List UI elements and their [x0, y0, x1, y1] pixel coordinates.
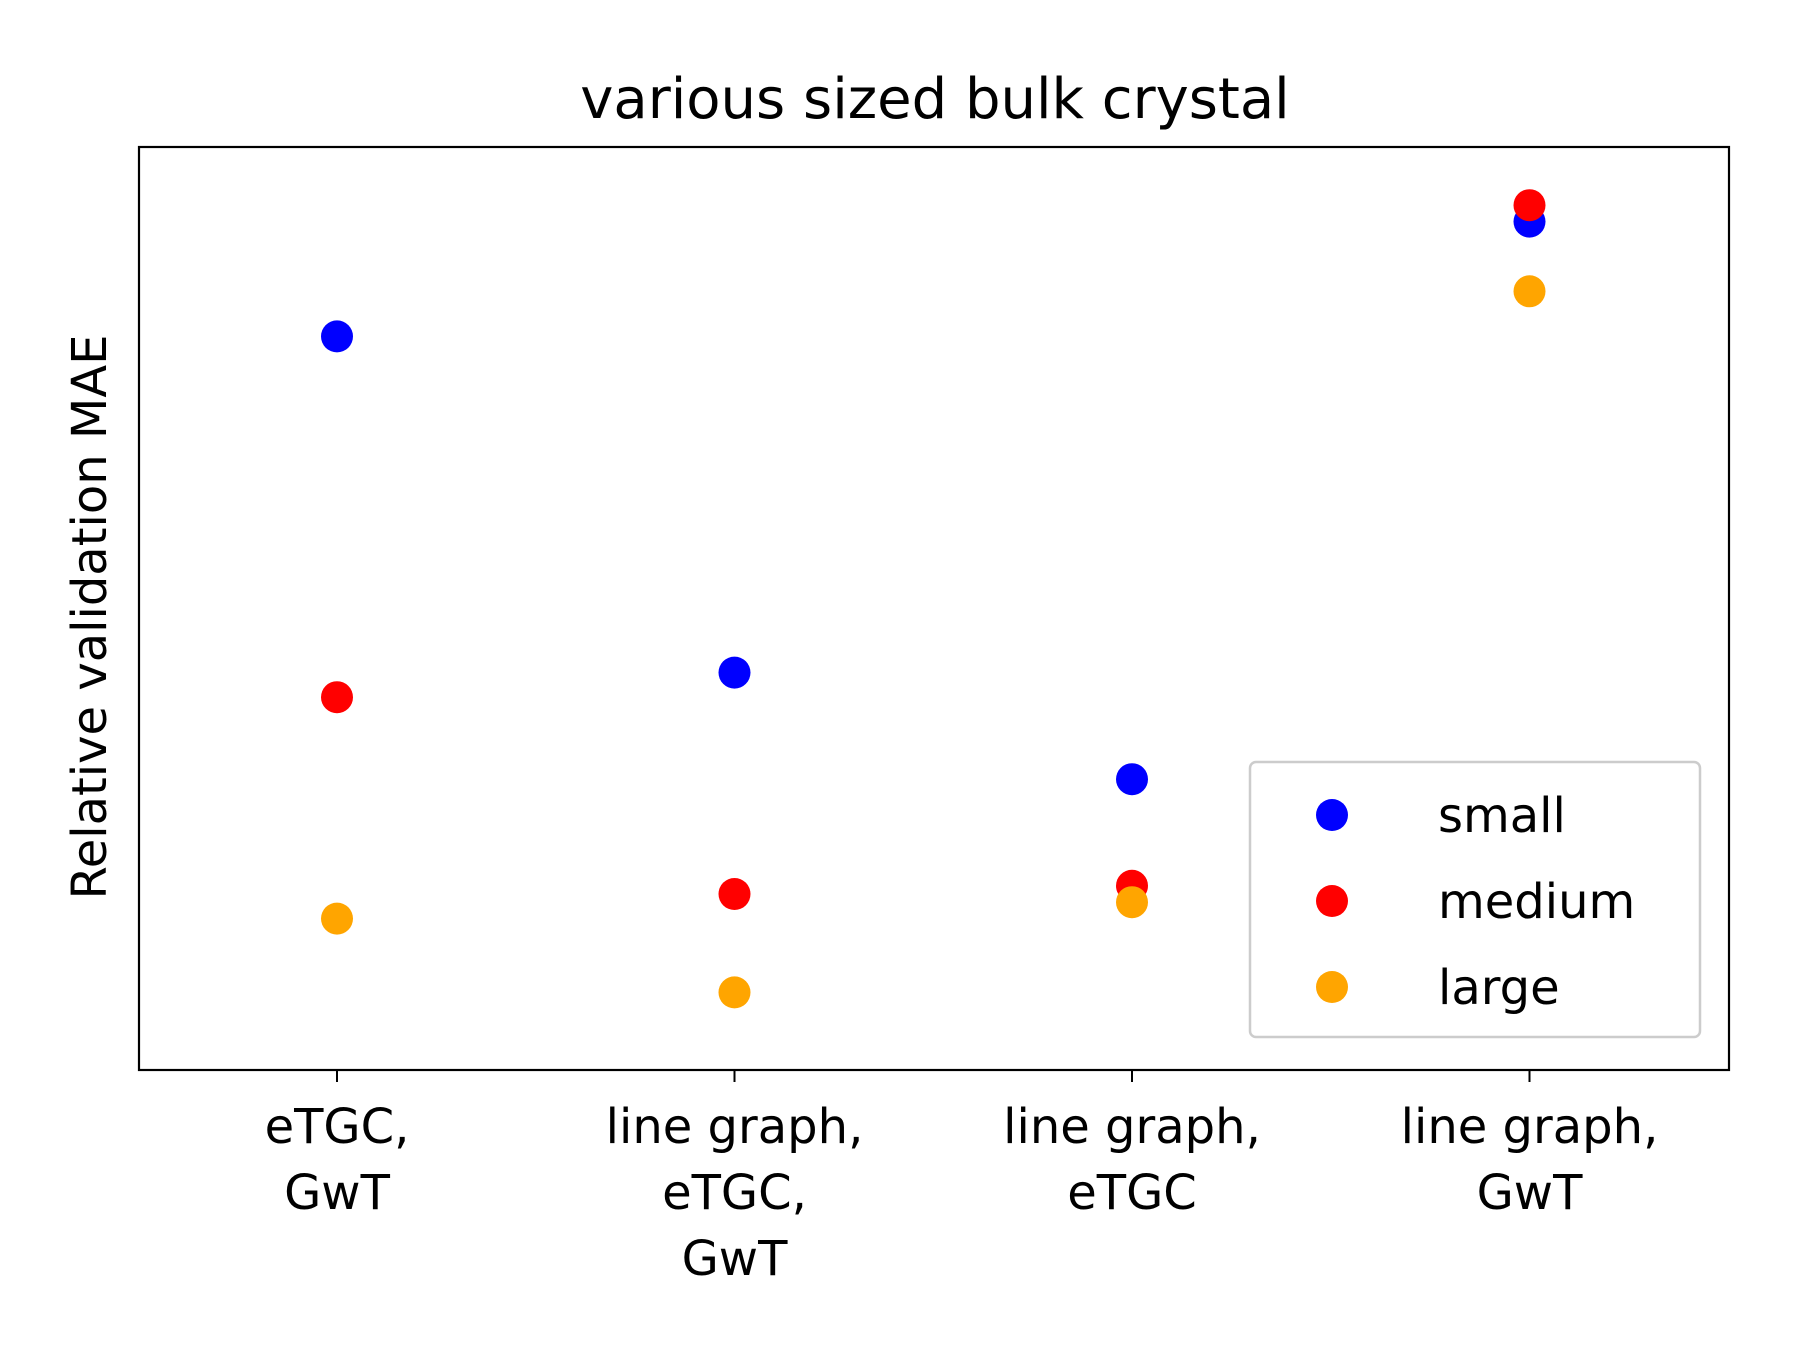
- point-small-1: [321, 320, 353, 353]
- legend-marker-large: [1316, 971, 1348, 1003]
- point-medium-1: [321, 681, 353, 714]
- x-tick-label: eTGC,: [662, 1165, 807, 1221]
- point-large-1: [321, 902, 353, 935]
- plot-marks: [321, 189, 1546, 1009]
- y-axis-label: Relative validation MAE: [62, 335, 118, 900]
- point-large-2: [718, 976, 751, 1009]
- x-tick-label: line graph,: [1401, 1099, 1659, 1155]
- x-tick-label: GwT: [284, 1165, 390, 1221]
- legend-label-small: small: [1438, 788, 1566, 844]
- point-large-4: [1513, 275, 1546, 308]
- point-large-3: [1116, 886, 1148, 919]
- point-medium-4: [1513, 189, 1546, 222]
- legend: small medium large: [1248, 760, 1702, 1039]
- point-small-2: [718, 656, 751, 689]
- x-tick-label: eTGC,: [265, 1099, 410, 1155]
- legend-marker-small: [1316, 799, 1348, 831]
- point-medium-2: [718, 878, 751, 910]
- x-tick-label: eTGC: [1067, 1165, 1197, 1221]
- x-tick-label: line graph,: [1003, 1099, 1261, 1155]
- legend-marker-medium: [1316, 885, 1348, 917]
- x-tick-label: line graph,: [606, 1099, 864, 1155]
- legend-label-medium: medium: [1438, 874, 1635, 930]
- plot-frame: [137, 145, 1731, 1072]
- legend-box: [1248, 760, 1702, 1039]
- point-small-3: [1116, 763, 1148, 796]
- x-axis-ticks: eTGC, GwT line graph, eTGC, GwT line graph, eT…: [265, 1070, 1659, 1287]
- x-tick-label: GwT: [682, 1231, 788, 1287]
- chart-title: various sized bulk crystal: [580, 67, 1290, 132]
- legend-label-large: large: [1438, 960, 1560, 1016]
- x-tick-label: GwT: [1477, 1165, 1583, 1221]
